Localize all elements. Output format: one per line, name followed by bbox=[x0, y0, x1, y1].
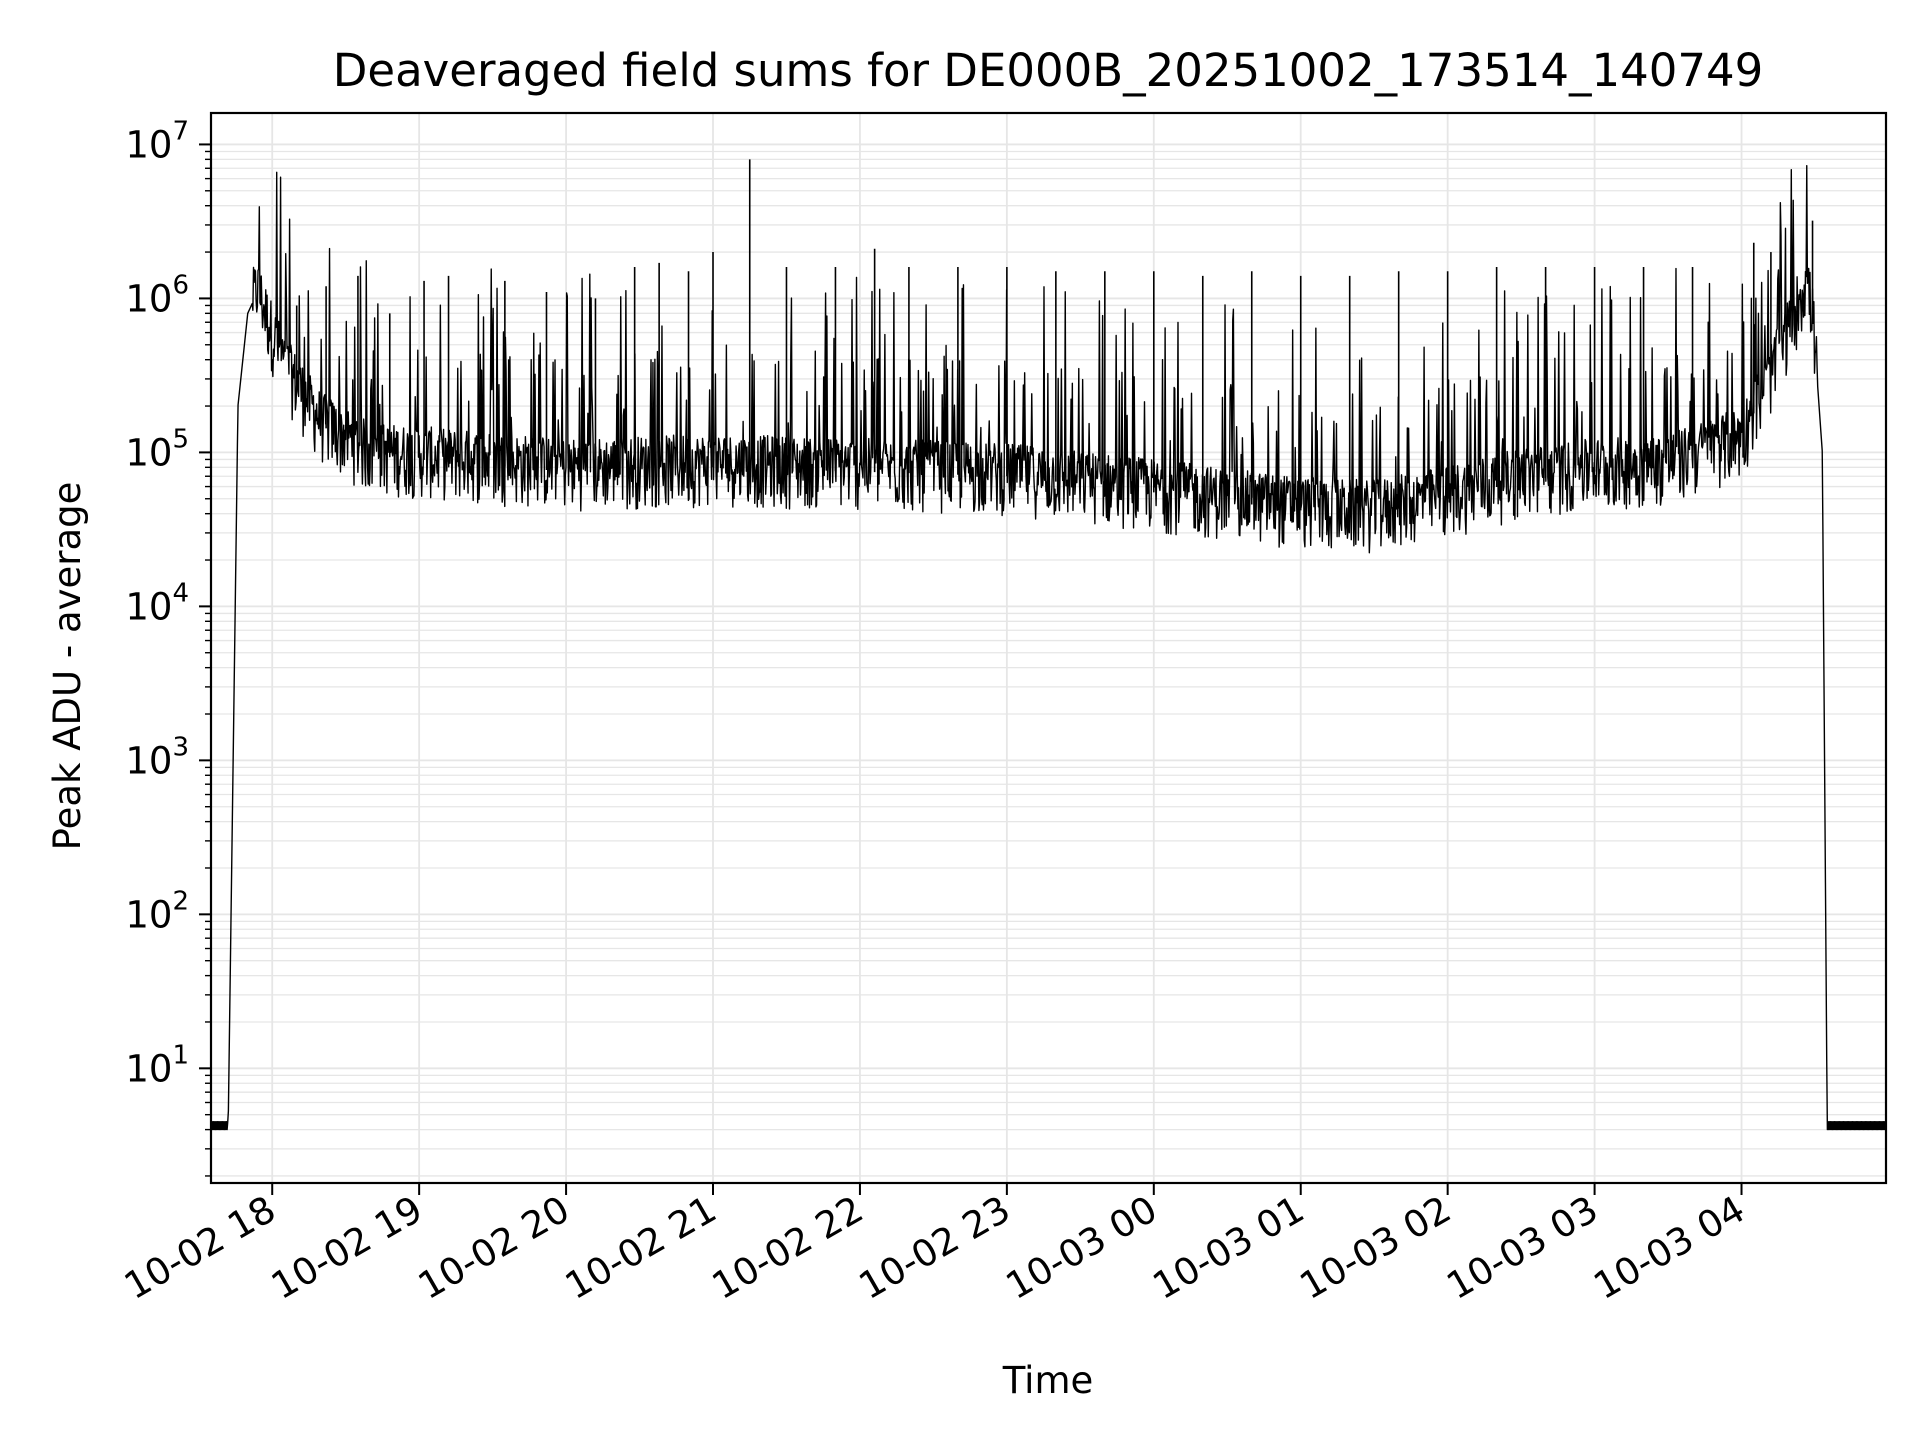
x-tick-label: 10-03 02 bbox=[1293, 1188, 1459, 1308]
x-tick-label: 10-02 23 bbox=[852, 1188, 1018, 1308]
spike-layer bbox=[295, 159, 1814, 513]
x-tick-label: 10-02 19 bbox=[264, 1188, 430, 1308]
plot-frame bbox=[209, 111, 1888, 1185]
y-tick-label: 103 bbox=[125, 732, 189, 782]
y-tick-exponent: 7 bbox=[172, 116, 189, 146]
x-tick-label: 10-03 04 bbox=[1586, 1188, 1752, 1308]
chart-title: Deaveraged field sums for DE000B_2025100… bbox=[333, 44, 1764, 97]
y-tick-exponent: 1 bbox=[172, 1040, 189, 1070]
grid bbox=[211, 113, 1886, 1183]
y-tick-label: 106 bbox=[125, 270, 189, 320]
x-tick-label: 10-02 21 bbox=[558, 1188, 724, 1308]
y-tick-label: 102 bbox=[125, 886, 189, 936]
y-tick-exponent: 6 bbox=[172, 270, 189, 300]
series-layer bbox=[210, 159, 1887, 1131]
y-axis-label: Peak ADU - average bbox=[46, 482, 89, 851]
y-tick-label: 104 bbox=[125, 578, 189, 628]
x-tick-label: 10-03 03 bbox=[1440, 1188, 1606, 1308]
y-tick-exponent: 4 bbox=[172, 578, 189, 608]
x-tick-label: 10-02 20 bbox=[411, 1188, 577, 1308]
x-tick-label: 10-02 22 bbox=[705, 1188, 871, 1308]
y-tick-label: 101 bbox=[125, 1040, 189, 1090]
y-tick-base: 10 bbox=[125, 431, 172, 474]
y-tick-base: 10 bbox=[125, 277, 172, 320]
y-tick-base: 10 bbox=[125, 1047, 172, 1090]
y-tick-base: 10 bbox=[125, 893, 172, 936]
y-tick-exponent: 3 bbox=[172, 732, 189, 762]
y-tick-exponent: 5 bbox=[172, 424, 189, 454]
y-tick-label: 105 bbox=[125, 424, 189, 474]
y-tick-exponent: 2 bbox=[172, 886, 189, 916]
x-tick-label: 10-03 00 bbox=[999, 1188, 1165, 1308]
series-line bbox=[210, 165, 1887, 1131]
x-axis-label: Time bbox=[1002, 1359, 1094, 1402]
x-tick-label: 10-03 01 bbox=[1146, 1188, 1312, 1308]
x-tick-label: 10-02 18 bbox=[117, 1188, 283, 1308]
y-tick-label: 107 bbox=[125, 116, 189, 166]
y-tick-base: 10 bbox=[125, 123, 172, 166]
y-tick-base: 10 bbox=[125, 585, 172, 628]
y-tick-base: 10 bbox=[125, 739, 172, 782]
